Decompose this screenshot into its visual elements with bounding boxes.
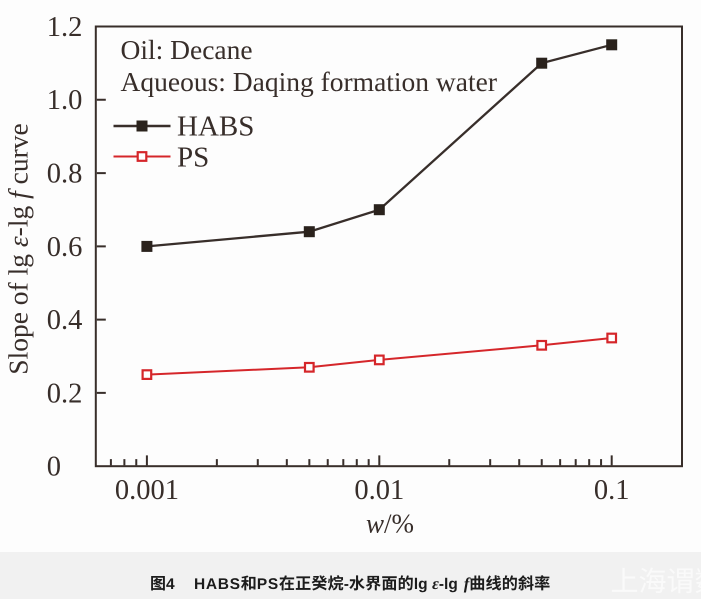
svg-text:0.001: 0.001 [115, 475, 179, 506]
svg-text:0.6: 0.6 [47, 232, 83, 263]
svg-text:Oil: Decane: Oil: Decane [121, 34, 253, 65]
svg-text:1.2: 1.2 [47, 12, 83, 43]
svg-text:0.1: 0.1 [594, 475, 630, 506]
svg-text:Slope of lg ε-lg f curve: Slope of lg ε-lg f curve [3, 123, 34, 374]
svg-text:0.4: 0.4 [47, 305, 83, 336]
svg-text:0.8: 0.8 [47, 159, 83, 190]
svg-text:HABS: HABS [177, 111, 254, 143]
svg-text:Aqueous: Daqing formation wate: Aqueous: Daqing formation water [121, 66, 498, 97]
svg-text:0.2: 0.2 [47, 378, 83, 409]
svg-text:0: 0 [47, 452, 61, 483]
svg-text:1.0: 1.0 [47, 85, 83, 116]
svg-text:w/%: w/% [366, 509, 414, 539]
svg-text:0.01: 0.01 [354, 475, 404, 506]
svg-text:PS: PS [177, 141, 209, 173]
